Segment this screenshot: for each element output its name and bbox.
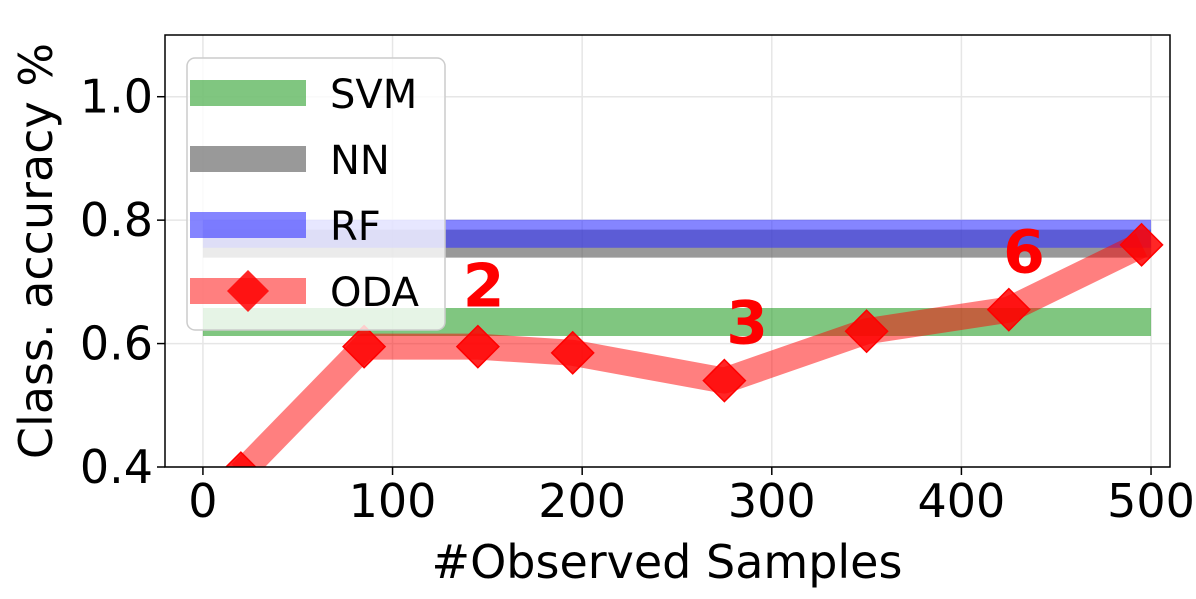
legend-label-rf: RF: [330, 204, 381, 250]
legend: SVM NN RF ODA: [186, 57, 446, 331]
y-tick-label: 0.8: [80, 193, 153, 247]
annotation-label: 3: [726, 289, 768, 359]
oda-marker: [702, 358, 747, 403]
annotation-label: 2: [463, 252, 505, 322]
y-tick-label: 0.4: [80, 440, 153, 494]
annotation-label: 6: [1003, 218, 1045, 288]
y-tick-label: 1.0: [80, 70, 153, 124]
oda-marker: [224, 451, 257, 467]
legend-label-oda: ODA: [330, 270, 420, 316]
x-tick-label: 200: [538, 474, 626, 528]
legend-box: [186, 57, 446, 331]
oda-marker: [342, 324, 387, 369]
x-tick-label: 100: [349, 474, 437, 528]
oda-marker: [844, 309, 889, 354]
y-axis-title: Class. accuracy %: [9, 43, 63, 459]
oda-marker: [986, 287, 1031, 332]
legend-label-nn: NN: [330, 138, 390, 184]
x-tick-label: 400: [918, 474, 1006, 528]
legend-label-svm: SVM: [330, 72, 417, 118]
annotation-layer: 2 3 6: [463, 218, 1045, 359]
x-tick-label: 300: [728, 474, 816, 528]
y-tick-label: 0.6: [80, 317, 153, 371]
legend-marker-oda: [227, 270, 269, 312]
x-tick-label: 500: [1107, 474, 1195, 528]
oda-marker: [550, 330, 595, 375]
x-tick-label: 0: [188, 474, 217, 528]
oda-marker: [1119, 222, 1164, 267]
plot-frame: [164, 34, 1171, 468]
oda-marker: [455, 324, 500, 369]
x-axis-title: #Observed Samples: [432, 535, 903, 589]
tick-layer: 0 100 200 300 400 500 0.4 0.6 0.8 1.0: [80, 70, 1195, 528]
